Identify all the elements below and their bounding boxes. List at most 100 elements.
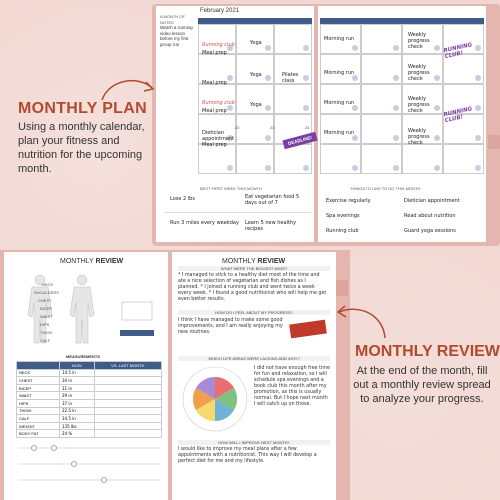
measure-label: THIGH: [16, 406, 60, 416]
calendar-cell: [274, 54, 312, 84]
todo-1: Exercise regularly: [326, 198, 371, 204]
label-neck: NECK: [42, 282, 54, 287]
monthly-review-heading: MONTHLY REVIEW: [355, 343, 500, 360]
body-figures: [27, 274, 154, 344]
calendar-day-dot: [265, 135, 271, 141]
calendar-day-dot: [303, 105, 309, 111]
cal-running-club-2: Running club: [202, 100, 235, 106]
calendar-day-dot: [352, 45, 358, 51]
label-shoulders: SHOULDERS: [34, 290, 59, 295]
calendar-day-dot: [227, 105, 233, 111]
review-title-left-2: REVIEW: [95, 258, 124, 265]
cal-morning-run-3: Morning run: [324, 100, 355, 106]
measurements-table: NOW VS. LAST MONTH NECK 14.5 in CHEST 34 in…: [16, 361, 163, 438]
measure-label: CALF: [16, 414, 60, 423]
calendar-day-dot: [434, 75, 440, 81]
review-title-right: MONTHLY REVIEW: [222, 258, 285, 265]
label-bicep: BICEP: [40, 306, 53, 311]
measurement-row: WEIGHT 135 lbs: [16, 421, 163, 431]
calendar-weekday-header-left: [198, 18, 312, 24]
calendar-cell: [443, 144, 484, 174]
calendar-cell: [236, 54, 274, 84]
cal-weekly-check-3: Weekly progress check: [408, 96, 430, 114]
measurement-row: BODY FAT 24 %: [16, 429, 163, 438]
calendar-day-dot: [265, 75, 271, 81]
measure-now: 34 in: [59, 376, 95, 385]
calendar-day-dot: [265, 105, 271, 111]
answer-3: I did not have enough free time for fun …: [254, 366, 330, 407]
notes-header: A MONTH OF NOTES: [160, 14, 185, 25]
monthly-plan-heading: MONTHLY PLAN: [18, 100, 147, 117]
measurement-row: HIPS 37 in: [16, 398, 163, 408]
calendar-cell: [443, 114, 484, 144]
measure-vs-last: [93, 414, 163, 423]
cal-weekly-check-2: Weekly progress check: [408, 64, 430, 82]
measurements-header: MEASUREMENTS: [66, 354, 101, 359]
measurement-row: CHEST 34 in: [16, 376, 163, 385]
calendar-weekday-header-right: [320, 18, 484, 24]
calendar-cell: [198, 54, 236, 84]
calendar-cell: [402, 144, 443, 174]
question-2: HOW DO I FEEL ABOUT MY PROGRESS?: [178, 310, 330, 315]
calendar-cell: [320, 54, 361, 84]
answer-2: I think I have managed to make some good…: [178, 318, 283, 335]
review-page-right: [172, 252, 336, 500]
life-areas-wheel: [182, 366, 248, 432]
todo-2: Dietician appointment: [404, 198, 460, 204]
calendar-cell: [274, 24, 312, 54]
calendar-cell: [402, 84, 443, 114]
cal-weekly-check-1: Weekly progress check: [408, 32, 430, 50]
th-vs-last: VS. LAST MONTH: [93, 361, 163, 370]
answer-4: I would like to improve my meal plans af…: [178, 447, 317, 464]
goal-3: Run 3 miles every weekday: [170, 220, 239, 226]
calendar-cell: [198, 114, 236, 144]
measure-now: 135 lbs: [59, 421, 95, 431]
measure-now: 14.5 in: [59, 368, 95, 378]
calendar-day-dot: [265, 165, 271, 171]
measure-vs-last: [93, 429, 163, 438]
measurement-row: BICEP 11 in: [16, 383, 163, 393]
calendar-day-dot: [352, 135, 358, 141]
measure-now: 11 in: [59, 383, 95, 393]
measurements-header-row: NOW VS. LAST MONTH: [16, 361, 163, 370]
monthly-review-arrow-icon: [336, 305, 386, 339]
measure-vs-last: [93, 391, 163, 400]
todo-4: Read about nutrition: [404, 213, 456, 219]
measure-vs-last: [93, 376, 163, 385]
measure-vs-last: [93, 398, 163, 408]
day-number-23: 23: [270, 125, 275, 130]
cal-meal-prep-2: Meal prep: [202, 80, 227, 86]
answer-1: * I managed to stick to a healthy diet m…: [178, 273, 327, 302]
calendar-cell: [361, 24, 402, 54]
todo-header: THINGS I'D LIKE TO DO THIS MONTH: [350, 186, 421, 191]
calendar-cell: [361, 54, 402, 84]
calendar-day-dot: [352, 165, 358, 171]
calendar-cell: [361, 114, 402, 144]
measure-label: HIPS: [16, 398, 60, 408]
measure-label: BODY FAT: [16, 429, 60, 438]
calendar-day-dot: [303, 75, 309, 81]
calendar-day-dot: [393, 105, 399, 111]
cal-meal-prep-4: Meal prep: [202, 142, 227, 148]
calendar-day-dot: [393, 165, 399, 171]
th-now: NOW: [59, 361, 95, 370]
calendar-cell: [274, 84, 312, 114]
cal-morning-run-1: Morning run: [324, 36, 355, 42]
cal-dietician: Dietician appointment: [202, 130, 235, 142]
measure-label: CHEST: [16, 376, 60, 385]
calendar-cell: [198, 144, 236, 174]
monthly-plan-arrow-icon: [101, 80, 155, 101]
measure-now: 22.5 in: [59, 406, 95, 416]
calendar-cell: [361, 84, 402, 114]
calendar-cell: [236, 84, 274, 114]
review-title-right-2: REVIEW: [257, 258, 286, 265]
cal-yoga-2: Yoga: [250, 72, 262, 78]
measure-now: 29 in: [59, 391, 95, 400]
progress-dot-rows: [18, 445, 160, 483]
day-number-22: 22: [235, 125, 240, 130]
calendar-cell: [443, 24, 484, 54]
calendar-cell: [443, 54, 484, 84]
measure-now: 14.5 in: [59, 414, 95, 423]
calendar-day-dot: [352, 105, 358, 111]
measure-now: 24 %: [59, 429, 95, 438]
